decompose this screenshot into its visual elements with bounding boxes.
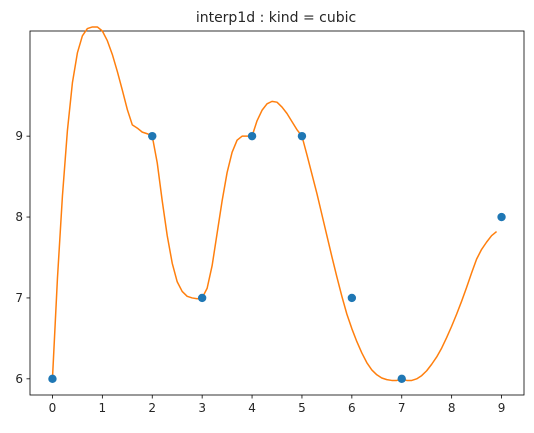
data-point bbox=[497, 212, 506, 222]
y-tick-label: 8 bbox=[15, 210, 23, 224]
data-point bbox=[148, 131, 157, 141]
data-point bbox=[197, 293, 207, 303]
x-tick-label: 4 bbox=[248, 401, 256, 415]
interpolated-line bbox=[51, 26, 498, 382]
x-tick-label: 2 bbox=[148, 401, 156, 415]
x-tick-label: 5 bbox=[298, 401, 306, 415]
data-point bbox=[48, 374, 57, 384]
y-tick-label: 7 bbox=[15, 291, 23, 305]
x-tick-label: 3 bbox=[198, 401, 206, 415]
data-point bbox=[247, 131, 257, 141]
x-tick-label: 0 bbox=[49, 401, 57, 415]
data-point bbox=[397, 374, 406, 384]
x-tick-label: 9 bbox=[498, 401, 506, 415]
y-tick-label: 6 bbox=[15, 372, 23, 386]
data-point bbox=[297, 131, 307, 141]
plot-frame bbox=[29, 30, 525, 396]
chart-title: interp1d : kind = cubic bbox=[196, 10, 356, 26]
x-tick-label: 8 bbox=[448, 401, 456, 415]
x-tick-label: 6 bbox=[348, 401, 356, 415]
series-layer bbox=[48, 26, 506, 384]
x-tick-label: 1 bbox=[99, 401, 107, 415]
x-tick-label: 7 bbox=[398, 401, 406, 415]
axis-ticks: 0 1 2 3 4 5 6 7 8 9 6 7 8 9 bbox=[15, 129, 505, 415]
data-point bbox=[347, 293, 357, 303]
y-tick-label: 9 bbox=[15, 129, 23, 143]
